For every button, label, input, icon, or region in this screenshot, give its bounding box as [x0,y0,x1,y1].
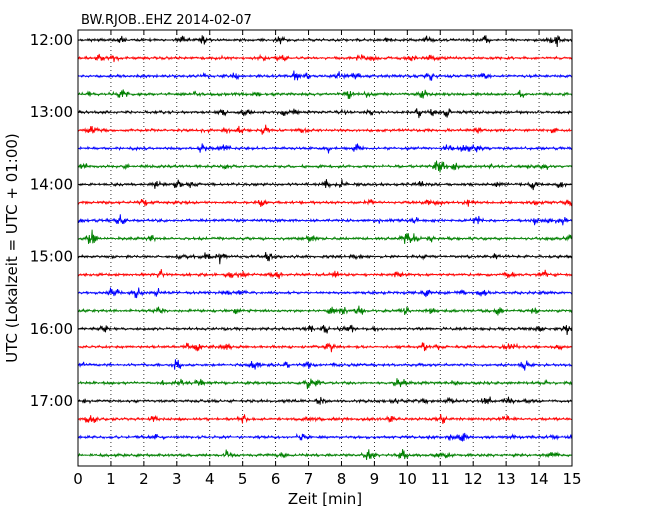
x-tick-label: 11 [431,470,450,488]
x-axis-label: Zeit [min] [288,490,362,508]
trace-1445 [77,229,573,244]
x-tick-label: 14 [530,470,549,488]
x-tick-label: 7 [304,470,314,488]
chart-title: BW.RJOB..EHZ 2014-02-07 [81,13,252,28]
x-tick-label: 12 [464,470,483,488]
y-tick-label: 17:00 [30,392,73,410]
trace-1200 [77,35,573,48]
x-tick-label: 10 [398,470,417,488]
x-tick-label: 3 [172,470,182,488]
trace-1400 [77,179,573,191]
trace-1730 [77,432,573,442]
x-tick-label: 13 [497,470,516,488]
trace-1245 [77,89,573,100]
trace-1600 [77,324,573,336]
x-tick-label: 8 [337,470,347,488]
trace-1615 [77,342,573,353]
vertical-grid [110,30,540,466]
trace-1345 [77,160,573,173]
trace-1430 [77,214,573,226]
x-tick-label: 0 [73,470,83,488]
x-axis: 0 1 2 3 4 5 6 7 8 9 10 11 12 13 14 15 [73,30,582,488]
x-tick-label: 6 [271,470,281,488]
trace-1330 [77,143,573,154]
x-tick-label: 2 [139,470,149,488]
y-axis-label: UTC (Lokalzeit = UTC + 01:00) [3,133,21,363]
y-tick-label: 15:00 [30,248,73,266]
trace-1515 [77,268,573,279]
y-tick-label: 16:00 [30,320,73,338]
seismic-traces [77,35,573,460]
trace-1415 [77,198,573,207]
x-tick-label: 4 [205,470,215,488]
trace-1700 [77,396,573,405]
trace-1630 [77,359,573,371]
x-tick-label: 5 [238,470,248,488]
trace-1645 [77,378,573,390]
x-tick-label: 1 [106,470,116,488]
x-tick-label: 15 [562,470,581,488]
trace-1230 [77,70,573,81]
trace-1500 [77,252,573,265]
trace-1745 [77,448,573,460]
y-axis: 12:00 13:00 14:00 15:00 16:00 17:00 [30,31,572,410]
trace-1215 [77,53,573,63]
trace-1315 [77,124,573,135]
trace-1300 [77,108,573,119]
x-tick-label: 9 [370,470,380,488]
y-tick-label: 12:00 [30,31,73,49]
trace-1545 [77,305,573,316]
trace-1715 [77,413,573,424]
y-tick-label: 13:00 [30,103,73,121]
y-tick-label: 14:00 [30,175,73,193]
plot-frame [77,29,573,467]
trace-1530 [77,287,573,299]
